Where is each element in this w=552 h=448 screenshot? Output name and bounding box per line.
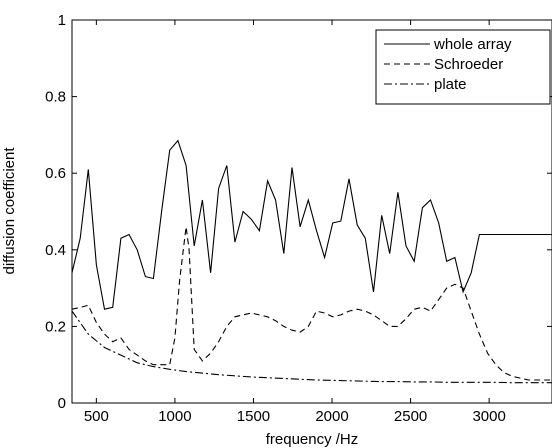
plot-area	[72, 139, 552, 384]
y-tick-label: 0.2	[45, 318, 66, 335]
x-tick-label: 500	[84, 408, 109, 425]
y-tick-label: 1	[58, 12, 66, 29]
y-tick-label: 0.6	[45, 165, 66, 182]
legend: whole array Schroeder plate	[375, 29, 551, 105]
legend-label: Schroeder	[434, 56, 503, 73]
x-tick-label: 1000	[158, 408, 191, 425]
x-tick-label: 1500	[237, 408, 270, 425]
plot-frame	[71, 19, 552, 404]
y-tick-label: 0.4	[45, 242, 66, 259]
y-tick-label: 0.8	[45, 89, 66, 106]
series-layer	[72, 139, 552, 384]
legend-label: whole array	[433, 36, 512, 53]
x-tick-label: 3000	[472, 408, 505, 425]
series-line-whole-array	[72, 139, 552, 310]
series-line-plate	[72, 310, 552, 384]
y-axis-label: diffusion coefficient	[1, 147, 18, 275]
series-line-schroeder	[72, 226, 552, 381]
tick-labels: 500 1000 1500 2000 2500 3000 0 0.2 0.4 0.6 0.8 1	[45, 12, 506, 425]
x-tick-label: 2000	[315, 408, 348, 425]
legend-label: plate	[434, 76, 467, 93]
x-axis-label: frequency /Hz	[266, 431, 359, 448]
y-tick-label: 0	[58, 395, 66, 412]
legend-box	[375, 29, 551, 105]
x-tick-label: 2500	[394, 408, 427, 425]
